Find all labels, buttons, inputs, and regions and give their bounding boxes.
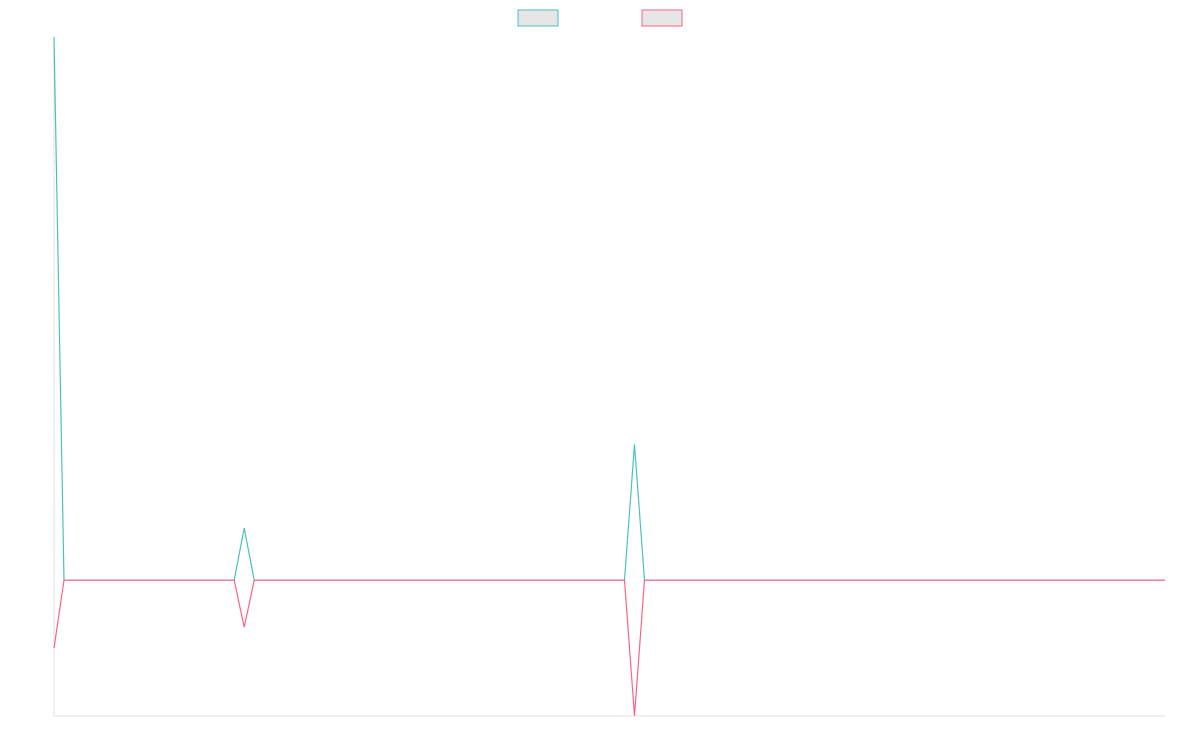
series-layer [53,36,1165,717]
legend-item-2[interactable] [641,9,683,27]
legend [517,9,683,27]
axes [53,37,1165,717]
series-line-2 [53,579,1165,717]
series-line-1 [53,36,1165,581]
legend-item-1[interactable] [517,9,559,27]
legend-swatch-2[interactable] [641,9,683,27]
legend-swatch-1[interactable] [517,9,559,27]
